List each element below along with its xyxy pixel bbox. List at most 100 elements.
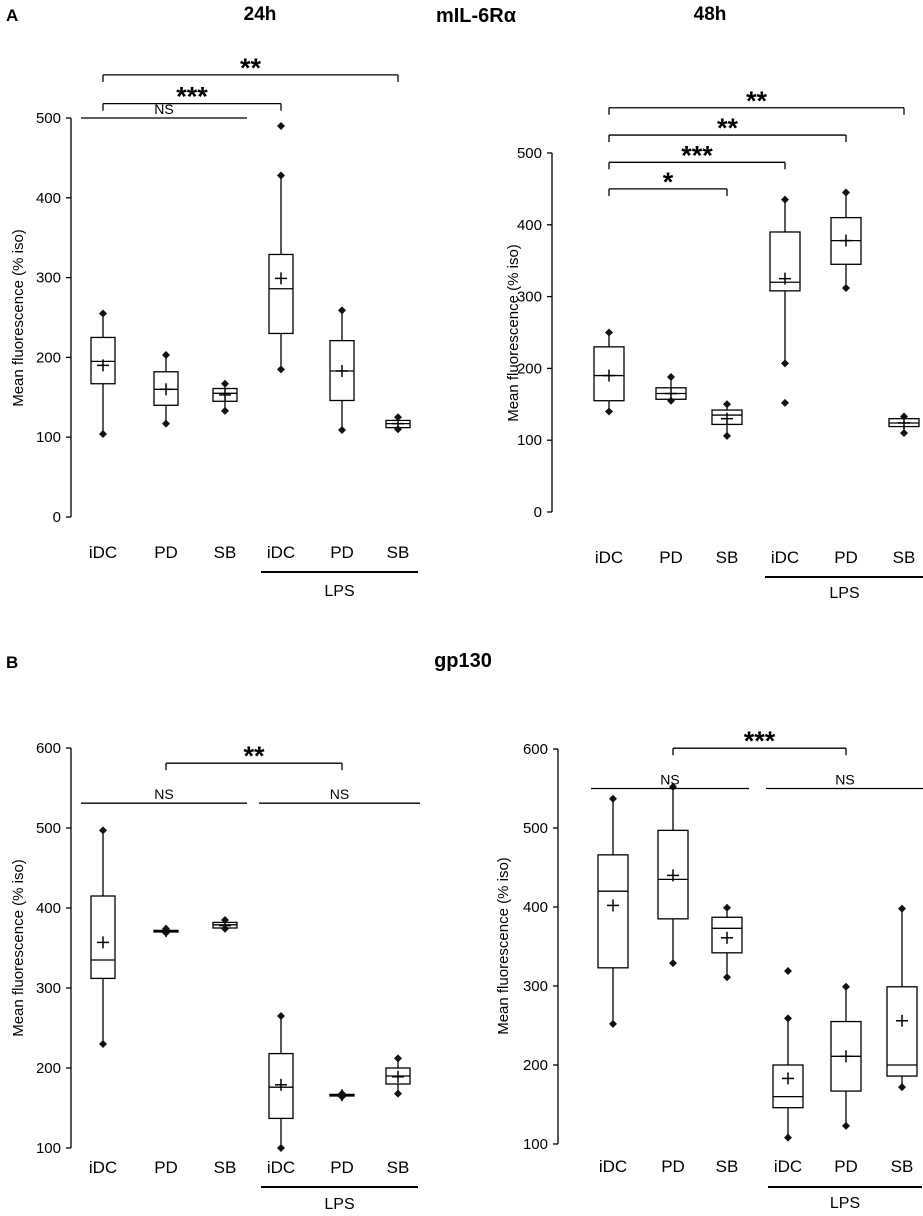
category-label: iDC [595,548,623,567]
box-3 [711,903,743,982]
box-4 [268,1012,294,1152]
category-label: SB [716,1157,739,1176]
significance-stars: *** [176,82,208,112]
significance-stars: ** [240,53,262,83]
chart-gp130-48h: 100 200 300 400 500 600 Mean fluorescence (% i… [495,726,923,1212]
data-point-diamond [609,1019,617,1028]
data-point-diamond [162,924,170,933]
y-axis-label: Mean fluorescence (% iso) [10,229,27,407]
group-label-lps: LPS [324,1196,354,1213]
category-label: SB [387,543,410,562]
y-axis-label: Mean fluorescence (% iso) [10,859,27,1037]
data-point-diamond [605,328,613,337]
category-label: iDC [89,1158,117,1177]
box-4 [769,195,801,407]
data-point-diamond [221,406,229,415]
significance-stars: * [663,167,674,197]
data-point-diamond [842,1121,850,1130]
category-label: PD [661,1157,685,1176]
panel-b-title: gp130 [434,650,492,672]
y-tick-label: 400 [517,217,542,234]
box-1 [597,794,629,1028]
box-2 [153,351,179,428]
y-tick-label: 300 [36,980,61,997]
data-point-diamond [723,973,731,982]
significance-stars: ** [243,741,265,771]
box-6 [888,412,920,438]
box-6 [886,904,918,1092]
data-point-diamond [394,1054,402,1063]
y-tick-label: 200 [36,349,61,366]
significance-stars: ** [717,113,739,143]
data-point-diamond [723,400,731,409]
significance-bracket: ** [608,113,847,143]
box-5 [830,188,862,292]
box-iqr [886,986,918,1077]
data-point-diamond [723,431,731,440]
y-tick-label: 300 [36,270,61,287]
data-point-diamond [221,916,229,924]
y-tick-label: 500 [523,820,548,837]
category-label: iDC [771,548,799,567]
y-axis-label: Mean fluorescence (% iso) [505,244,522,422]
box-6 [385,413,411,434]
chart-mil6ra-48h: 48h 0 100 200 300 400 500 Mean fluorescence (% … [505,4,923,602]
data-point-diamond [394,1089,402,1098]
data-point-diamond [723,903,731,912]
significance-bracket: NS [766,772,923,790]
ns-label: NS [660,772,679,788]
data-point-diamond [277,171,285,180]
data-point-diamond [277,1012,285,1020]
data-point-diamond [338,306,346,315]
data-point-diamond [99,430,107,439]
data-point-diamond [162,351,170,360]
data-point-diamond [605,407,613,416]
group-label-lps: LPS [324,583,354,600]
y-tick-label: 500 [517,145,542,162]
significance-stars: ** [746,86,768,116]
data-point-diamond [784,966,792,975]
box-3 [711,400,743,440]
ns-label: NS [154,101,173,117]
category-label: iDC [599,1157,627,1176]
category-label: SB [893,548,916,567]
ns-label: NS [154,786,173,802]
box-5 [830,982,862,1130]
data-point-diamond [898,1083,906,1092]
y-tick-label: 0 [534,504,542,521]
significance-bracket: NS [591,772,749,790]
y-tick-label: 100 [36,1140,61,1157]
data-point-diamond [669,959,677,968]
y-tick-label: 500 [36,820,61,837]
box-1 [90,826,116,1048]
data-point-diamond [162,419,170,428]
box-2 [655,373,687,405]
y-tick-label: 400 [523,899,548,916]
category-label: PD [834,1157,858,1176]
significance-bracket: * [608,167,728,197]
category-label: iDC [774,1157,802,1176]
data-point-diamond [667,373,675,382]
category-label: SB [891,1157,914,1176]
data-point-diamond [221,924,229,933]
category-label: iDC [89,543,117,562]
data-point-diamond [784,1014,792,1023]
y-axis-label: Mean fluorescence (% iso) [495,857,512,1035]
box-6 [385,1054,411,1098]
panel-b-letter: B [6,653,18,672]
data-point-diamond [277,1144,285,1152]
significance-bracket: ** [102,53,399,83]
category-label: PD [330,543,354,562]
y-tick-label: 500 [36,110,61,127]
y-tick-label: 100 [517,432,542,449]
y-tick-label: 400 [36,190,61,207]
data-point-diamond [277,121,285,130]
y-tick-label: 600 [36,740,61,757]
data-point-diamond [842,188,850,197]
data-point-diamond [338,1089,346,1098]
chart-header: 48h [694,4,727,25]
panel-a-letter: A [6,6,18,25]
significance-bracket: NS [81,101,247,119]
category-label: SB [214,1158,237,1177]
